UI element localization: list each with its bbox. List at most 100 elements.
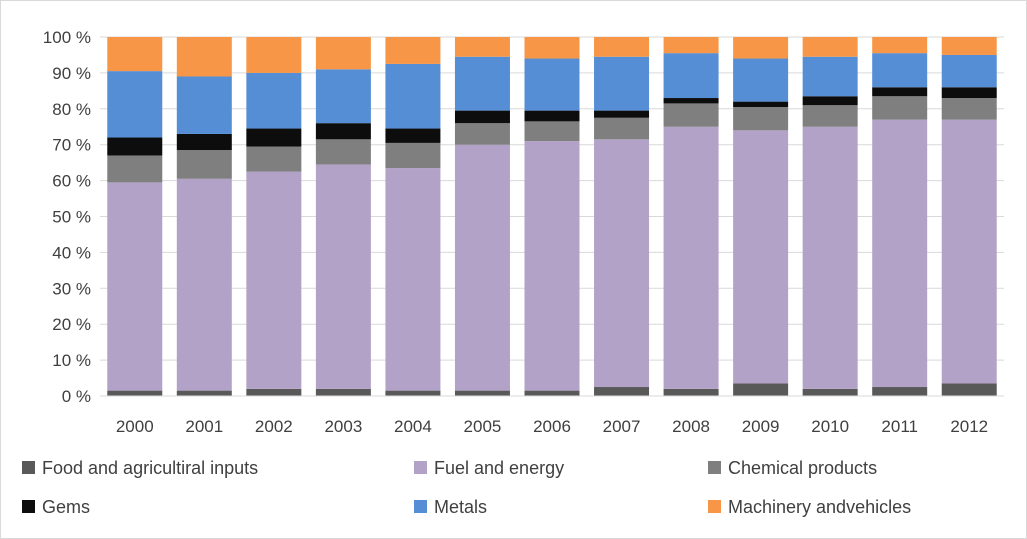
bar-segment-2001-4 <box>176 76 232 134</box>
bar-segment-2008-2 <box>663 103 719 127</box>
bar-segment-2007-1 <box>594 139 650 388</box>
legend-swatch <box>708 500 721 513</box>
bar-segment-2004-1 <box>385 168 441 391</box>
x-tick-label: 2000 <box>116 417 154 436</box>
bar-segment-2000-3 <box>107 137 163 156</box>
bar-segment-2007-3 <box>594 110 650 118</box>
bar-segment-2008-0 <box>663 388 719 396</box>
bar-segment-2003-0 <box>315 388 371 396</box>
bar-segment-2006-3 <box>524 110 580 122</box>
y-tick-label: 10 % <box>52 351 91 370</box>
y-tick-label: 30 % <box>52 279 91 298</box>
x-tick-label: 2012 <box>950 417 988 436</box>
bar-segment-2008-4 <box>663 53 719 99</box>
bar-segment-2011-5 <box>872 37 928 54</box>
x-tick-label: 2001 <box>185 417 223 436</box>
x-tick-label: 2004 <box>394 417 432 436</box>
legend-label: Food and agricultiral inputs <box>42 458 258 478</box>
bar-segment-2008-1 <box>663 126 719 389</box>
bar-segment-2000-5 <box>107 37 163 72</box>
bar-segment-2011-2 <box>872 96 928 120</box>
bar-segment-2008-5 <box>663 37 719 54</box>
bar-segment-2004-4 <box>385 63 441 129</box>
bar-segment-2009-0 <box>733 383 789 396</box>
bar-segment-2006-2 <box>524 121 580 142</box>
bar-segment-2012-0 <box>941 383 997 396</box>
bar-segment-2006-0 <box>524 390 580 396</box>
bar-segment-2004-2 <box>385 142 441 169</box>
bar-segment-2008-3 <box>663 98 719 104</box>
bar-segment-2002-3 <box>246 128 302 147</box>
bar-segment-2011-4 <box>872 53 928 88</box>
bar-segment-2009-5 <box>733 37 789 59</box>
x-axis-tick-labels: 2000 2001 2002 2003 2004 2005 2006 2007 2008 2009… <box>116 417 988 436</box>
bar-segment-2000-1 <box>107 182 163 391</box>
bar-segment-2010-1 <box>802 126 858 389</box>
y-tick-label: 20 % <box>52 315 91 334</box>
legend-swatch <box>708 461 721 474</box>
y-tick-label: 100 % <box>43 28 91 47</box>
bar-segment-2010-3 <box>802 96 858 106</box>
x-tick-label: 2003 <box>324 417 362 436</box>
bar-segment-2004-0 <box>385 390 441 396</box>
bar-segment-2005-1 <box>454 144 510 391</box>
legend-swatch <box>414 500 427 513</box>
x-tick-label: 2002 <box>255 417 293 436</box>
y-tick-label: 50 % <box>52 208 91 227</box>
x-tick-label: 2010 <box>811 417 849 436</box>
legend-label: Metals <box>434 497 487 517</box>
bar-segment-2001-1 <box>176 178 232 391</box>
bar-segment-2012-4 <box>941 54 997 88</box>
legend-label: Chemical products <box>728 458 877 478</box>
bar-segment-2003-2 <box>315 139 371 165</box>
x-tick-label: 2009 <box>742 417 780 436</box>
bar-segment-2012-3 <box>941 87 997 99</box>
bar-segment-2005-0 <box>454 390 510 396</box>
bar-segment-2004-5 <box>385 37 441 64</box>
bars <box>107 37 997 396</box>
x-tick-label: 2005 <box>464 417 502 436</box>
bar-segment-2003-1 <box>315 164 371 389</box>
bar-segment-2010-0 <box>802 388 858 396</box>
bar-segment-2011-1 <box>872 119 928 388</box>
bar-segment-2000-2 <box>107 155 163 183</box>
bar-segment-2009-2 <box>733 107 789 131</box>
legend-label: Machinery andvehicles <box>728 497 911 517</box>
legend-label: Fuel and energy <box>434 458 564 478</box>
bar-segment-2001-0 <box>176 390 232 396</box>
bar-segment-2010-2 <box>802 105 858 127</box>
bar-segment-2006-1 <box>524 141 580 391</box>
bar-segment-2001-5 <box>176 37 232 77</box>
bar-segment-2010-4 <box>802 56 858 97</box>
y-tick-label: 60 % <box>52 172 91 191</box>
bar-segment-2011-3 <box>872 87 928 97</box>
y-tick-label: 40 % <box>52 243 91 262</box>
legend-label: Gems <box>42 497 90 517</box>
bar-segment-2002-2 <box>246 146 302 172</box>
bar-segment-2007-0 <box>594 387 650 396</box>
bar-segment-2012-5 <box>941 37 997 55</box>
bar-segment-2007-2 <box>594 117 650 140</box>
x-tick-label: 2008 <box>672 417 710 436</box>
bar-segment-2003-3 <box>315 123 371 140</box>
bar-segment-2005-5 <box>454 37 510 57</box>
legend: Food and agricultiral inputs Fuel and ene… <box>22 458 911 517</box>
bar-segment-2007-5 <box>594 37 650 57</box>
bar-segment-2003-4 <box>315 69 371 124</box>
y-tick-label: 0 % <box>62 387 91 406</box>
legend-swatch <box>414 461 427 474</box>
x-tick-label: 2007 <box>603 417 641 436</box>
bar-segment-2002-5 <box>246 37 302 73</box>
bar-segment-2011-0 <box>872 387 928 396</box>
bar-segment-2005-2 <box>454 123 510 145</box>
y-tick-label: 80 % <box>52 100 91 119</box>
bar-segment-2000-4 <box>107 71 163 138</box>
x-tick-label: 2011 <box>881 417 918 436</box>
y-axis-tick-labels: 0 % 10 % 20 % 30 % 40 % 50 % 60 % 70 % 80 % 90 % 1… <box>43 28 91 406</box>
bar-segment-2007-4 <box>594 56 650 111</box>
bar-segment-2002-1 <box>246 171 302 389</box>
bar-segment-2012-1 <box>941 119 997 384</box>
bar-segment-2001-2 <box>176 150 232 179</box>
bar-segment-2003-5 <box>315 37 371 70</box>
